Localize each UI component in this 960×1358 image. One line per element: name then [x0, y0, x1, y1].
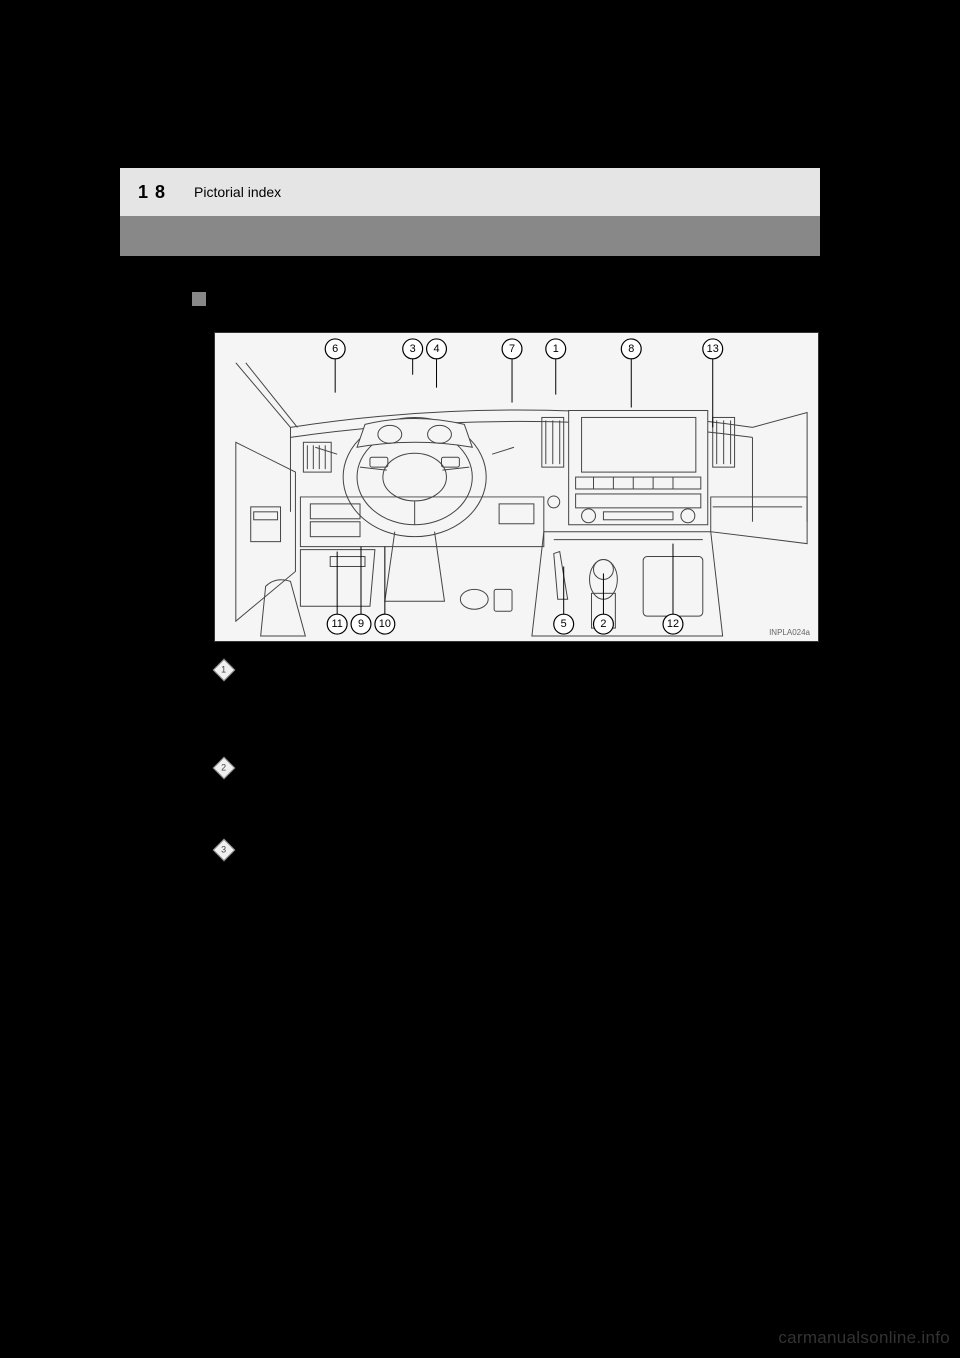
callout-9: 9 — [358, 618, 364, 630]
annotation-row-3: 3 — [216, 840, 232, 858]
annotation-marker-3: 3 — [216, 842, 232, 858]
page-container: 1 8 Pictorial index — [120, 168, 820, 1218]
image-reference-code: INPLA024a — [769, 628, 810, 637]
annotation-marker-2: 2 — [216, 760, 232, 776]
callout-7: 7 — [509, 343, 515, 355]
callout-lines-bottom — [337, 544, 673, 615]
annotation-row-2: 2 — [216, 758, 232, 776]
header-bar: 1 8 Pictorial index — [120, 168, 820, 216]
callout-4: 4 — [433, 343, 439, 355]
callout-2: 2 — [600, 618, 606, 630]
callout-11: 11 — [332, 618, 343, 630]
callout-12: 12 — [667, 618, 679, 630]
callout-10: 10 — [379, 618, 391, 630]
dashboard-svg: 6 3 4 7 1 8 13 11 9 10 5 2 12 — [215, 333, 818, 641]
dashboard-diagram: 6 3 4 7 1 8 13 11 9 10 5 2 12 INPLA024a — [214, 332, 819, 642]
page-number: 1 8 — [138, 182, 166, 203]
watermark-text: carmanualsonline.info — [778, 1328, 950, 1348]
header-title: Pictorial index — [194, 184, 281, 200]
section-marker-square — [192, 292, 206, 306]
callout-8: 8 — [628, 343, 634, 355]
annotation-row-1: 1 — [216, 660, 232, 678]
callout-1: 1 — [553, 343, 559, 355]
sub-header-bar — [120, 216, 820, 256]
callout-5: 5 — [561, 618, 567, 630]
callout-3: 3 — [410, 343, 416, 355]
annotation-marker-1: 1 — [216, 662, 232, 678]
dashboard-drawing — [236, 363, 807, 636]
callout-13: 13 — [707, 343, 719, 355]
callout-6: 6 — [332, 343, 338, 355]
callouts-bottom: 11 9 10 5 2 12 — [327, 614, 683, 634]
callouts-top: 6 3 4 7 1 8 13 — [325, 339, 722, 359]
